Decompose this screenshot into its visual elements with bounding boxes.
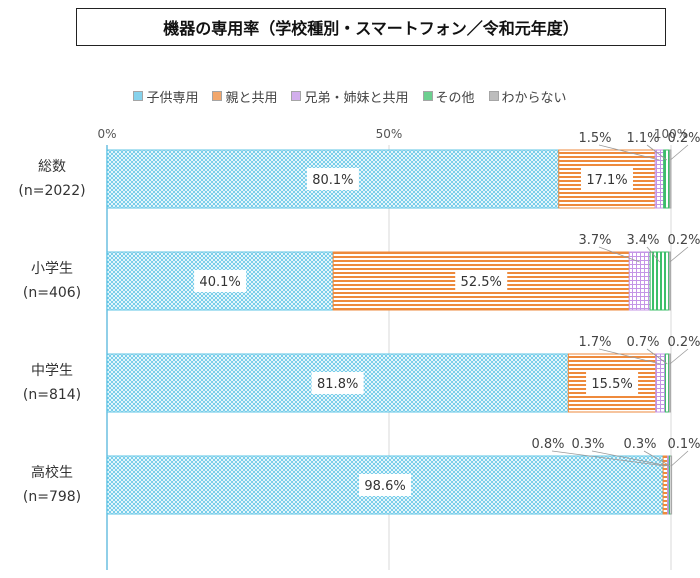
data-label: 40.1%: [199, 275, 240, 290]
leader-line: [598, 348, 661, 365]
category-label: 中学生: [31, 363, 73, 379]
data-label-box: [194, 270, 247, 292]
data-label: 0.2%: [667, 233, 700, 248]
leader-line: [643, 450, 671, 467]
data-label-box: [586, 372, 639, 394]
leader-line: [671, 450, 689, 467]
data-label-box: [306, 168, 359, 190]
chart-legend: 子供専用 親と共用 兄弟・姉妹と共用 その他 わからない: [0, 86, 700, 106]
chart-title-text: 機器の専用率（学校種別・スマートフォン／令和元年度）: [163, 19, 579, 38]
category-sublabel: (n=814): [23, 387, 81, 403]
legend-item: わからない: [488, 86, 567, 106]
leader-line: [646, 246, 661, 263]
category-label: 小学生: [31, 261, 73, 277]
data-label: 1.5%: [578, 131, 611, 146]
legend-item: 子供専用: [133, 86, 198, 106]
data-label-box: [359, 474, 412, 496]
data-label: 17.1%: [586, 173, 627, 188]
data-label-box: [455, 270, 508, 292]
category-label: 総数: [38, 159, 66, 175]
bar-segment: [668, 251, 671, 311]
legend-swatch: [422, 91, 433, 101]
data-label: 0.2%: [667, 131, 700, 146]
legend-swatch: [133, 91, 144, 101]
data-label: 80.1%: [312, 173, 353, 188]
legend-swatch: [212, 91, 223, 101]
bar-segment: [649, 251, 670, 311]
leader-line: [598, 246, 640, 263]
leader-line: [591, 450, 669, 467]
data-label: 15.5%: [591, 377, 632, 392]
bar-segment: [655, 353, 666, 413]
data-label: 0.3%: [623, 437, 656, 452]
data-label: 0.7%: [626, 335, 659, 350]
legend-label: 親と共用: [225, 90, 278, 106]
legend-swatch: [488, 91, 499, 101]
leader-line: [598, 144, 660, 161]
data-label: 81.8%: [317, 377, 358, 392]
chart-title: 機器の専用率（学校種別・スマートフォン／令和元年度）: [76, 8, 666, 46]
legend-item: その他: [422, 86, 475, 106]
leader-line: [670, 144, 689, 161]
data-label: 3.4%: [626, 233, 659, 248]
x-tick-label: 100%: [654, 127, 688, 141]
legend-item: 兄弟・姉妹と共用: [291, 86, 409, 106]
legend-swatch: [291, 91, 302, 101]
bar-segment: [668, 353, 671, 413]
legend-label: 兄弟・姉妹と共用: [304, 90, 409, 106]
leader-line: [551, 450, 666, 467]
legend-item: 親と共用: [212, 86, 277, 106]
legend-label: その他: [435, 90, 475, 106]
legend-label: わからない: [501, 90, 567, 106]
data-label: 52.5%: [461, 275, 502, 290]
data-label-box: [580, 168, 633, 190]
category-sublabel: (n=406): [23, 285, 81, 301]
data-label: 0.8%: [531, 437, 564, 452]
bar-segment: [670, 455, 673, 515]
data-label: 0.1%: [667, 437, 700, 452]
data-label-box: [311, 372, 364, 394]
x-tick-label: 50%: [376, 127, 403, 141]
data-label: 3.7%: [578, 233, 611, 248]
data-label: 1.7%: [578, 335, 611, 350]
leader-line: [669, 348, 689, 365]
leader-line: [646, 144, 668, 161]
bar-segment: [669, 149, 672, 209]
legend-label: 子供専用: [146, 90, 199, 106]
category-sublabel: (n=798): [23, 489, 81, 505]
category-sublabel: (n=2022): [18, 183, 85, 199]
leader-line: [669, 246, 689, 263]
data-label: 98.6%: [364, 479, 405, 494]
x-tick-label: 0%: [97, 127, 116, 141]
bar-segment: [628, 251, 651, 311]
data-label: 1.1%: [626, 131, 659, 146]
leader-line: [646, 348, 668, 365]
data-label: 0.3%: [571, 437, 604, 452]
data-label: 0.2%: [667, 335, 700, 350]
category-label: 高校生: [31, 464, 73, 481]
bar-segment: [654, 149, 665, 209]
